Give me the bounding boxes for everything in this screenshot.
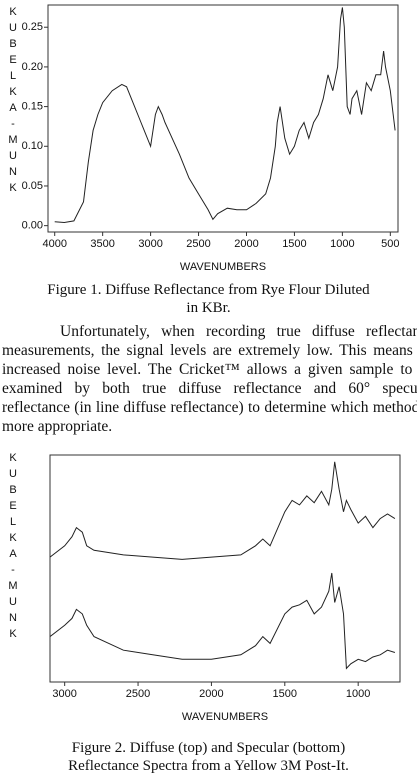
x-axis-label: WAVENUMBERS (182, 711, 268, 723)
plot-frame (49, 454, 401, 683)
spectrum-line (49, 461, 396, 560)
x-tick-label: 3000 (138, 238, 162, 250)
x-tick-label: 4000 (42, 238, 66, 250)
paragraph: Unfortunately, when recording true diffu… (2, 323, 417, 435)
x-tick-label: 500 (381, 238, 399, 250)
x-tick-label: 1500 (273, 688, 297, 700)
x-tick-label: 1000 (330, 238, 354, 250)
y-axis-label: KUBELKA-MUNK (7, 452, 19, 644)
spectrum-line (54, 7, 396, 224)
x-tick-label: 1500 (282, 238, 306, 250)
x-axis-label: WAVENUMBERS (180, 261, 266, 273)
y-tick-label: 0.15 (22, 101, 43, 113)
spectrum-line (49, 572, 396, 670)
x-tick-label: 2000 (234, 238, 258, 250)
y-tick-label: 0.05 (22, 180, 43, 192)
caption: Figure 1. Diffuse Reflectance from Rye F… (47, 282, 370, 316)
x-tick-label: 3500 (90, 238, 114, 250)
x-tick-label: 2500 (126, 688, 150, 700)
y-tick-label: 0.25 (22, 21, 43, 33)
caption: Figure 2. Diffuse (top) and Specular (bo… (68, 740, 349, 774)
x-tick-label: 2500 (186, 238, 210, 250)
x-tick-label: 1000 (346, 688, 370, 700)
y-tick-label: 0.00 (22, 220, 43, 232)
y-tick-label: 0.10 (22, 140, 43, 152)
x-tick-label: 3000 (52, 688, 76, 700)
y-tick-label: 0.20 (22, 61, 43, 73)
y-axis-label: KUBELKA-MUNK (7, 6, 19, 198)
x-tick-label: 2000 (199, 688, 223, 700)
plot-frame (47, 4, 399, 233)
